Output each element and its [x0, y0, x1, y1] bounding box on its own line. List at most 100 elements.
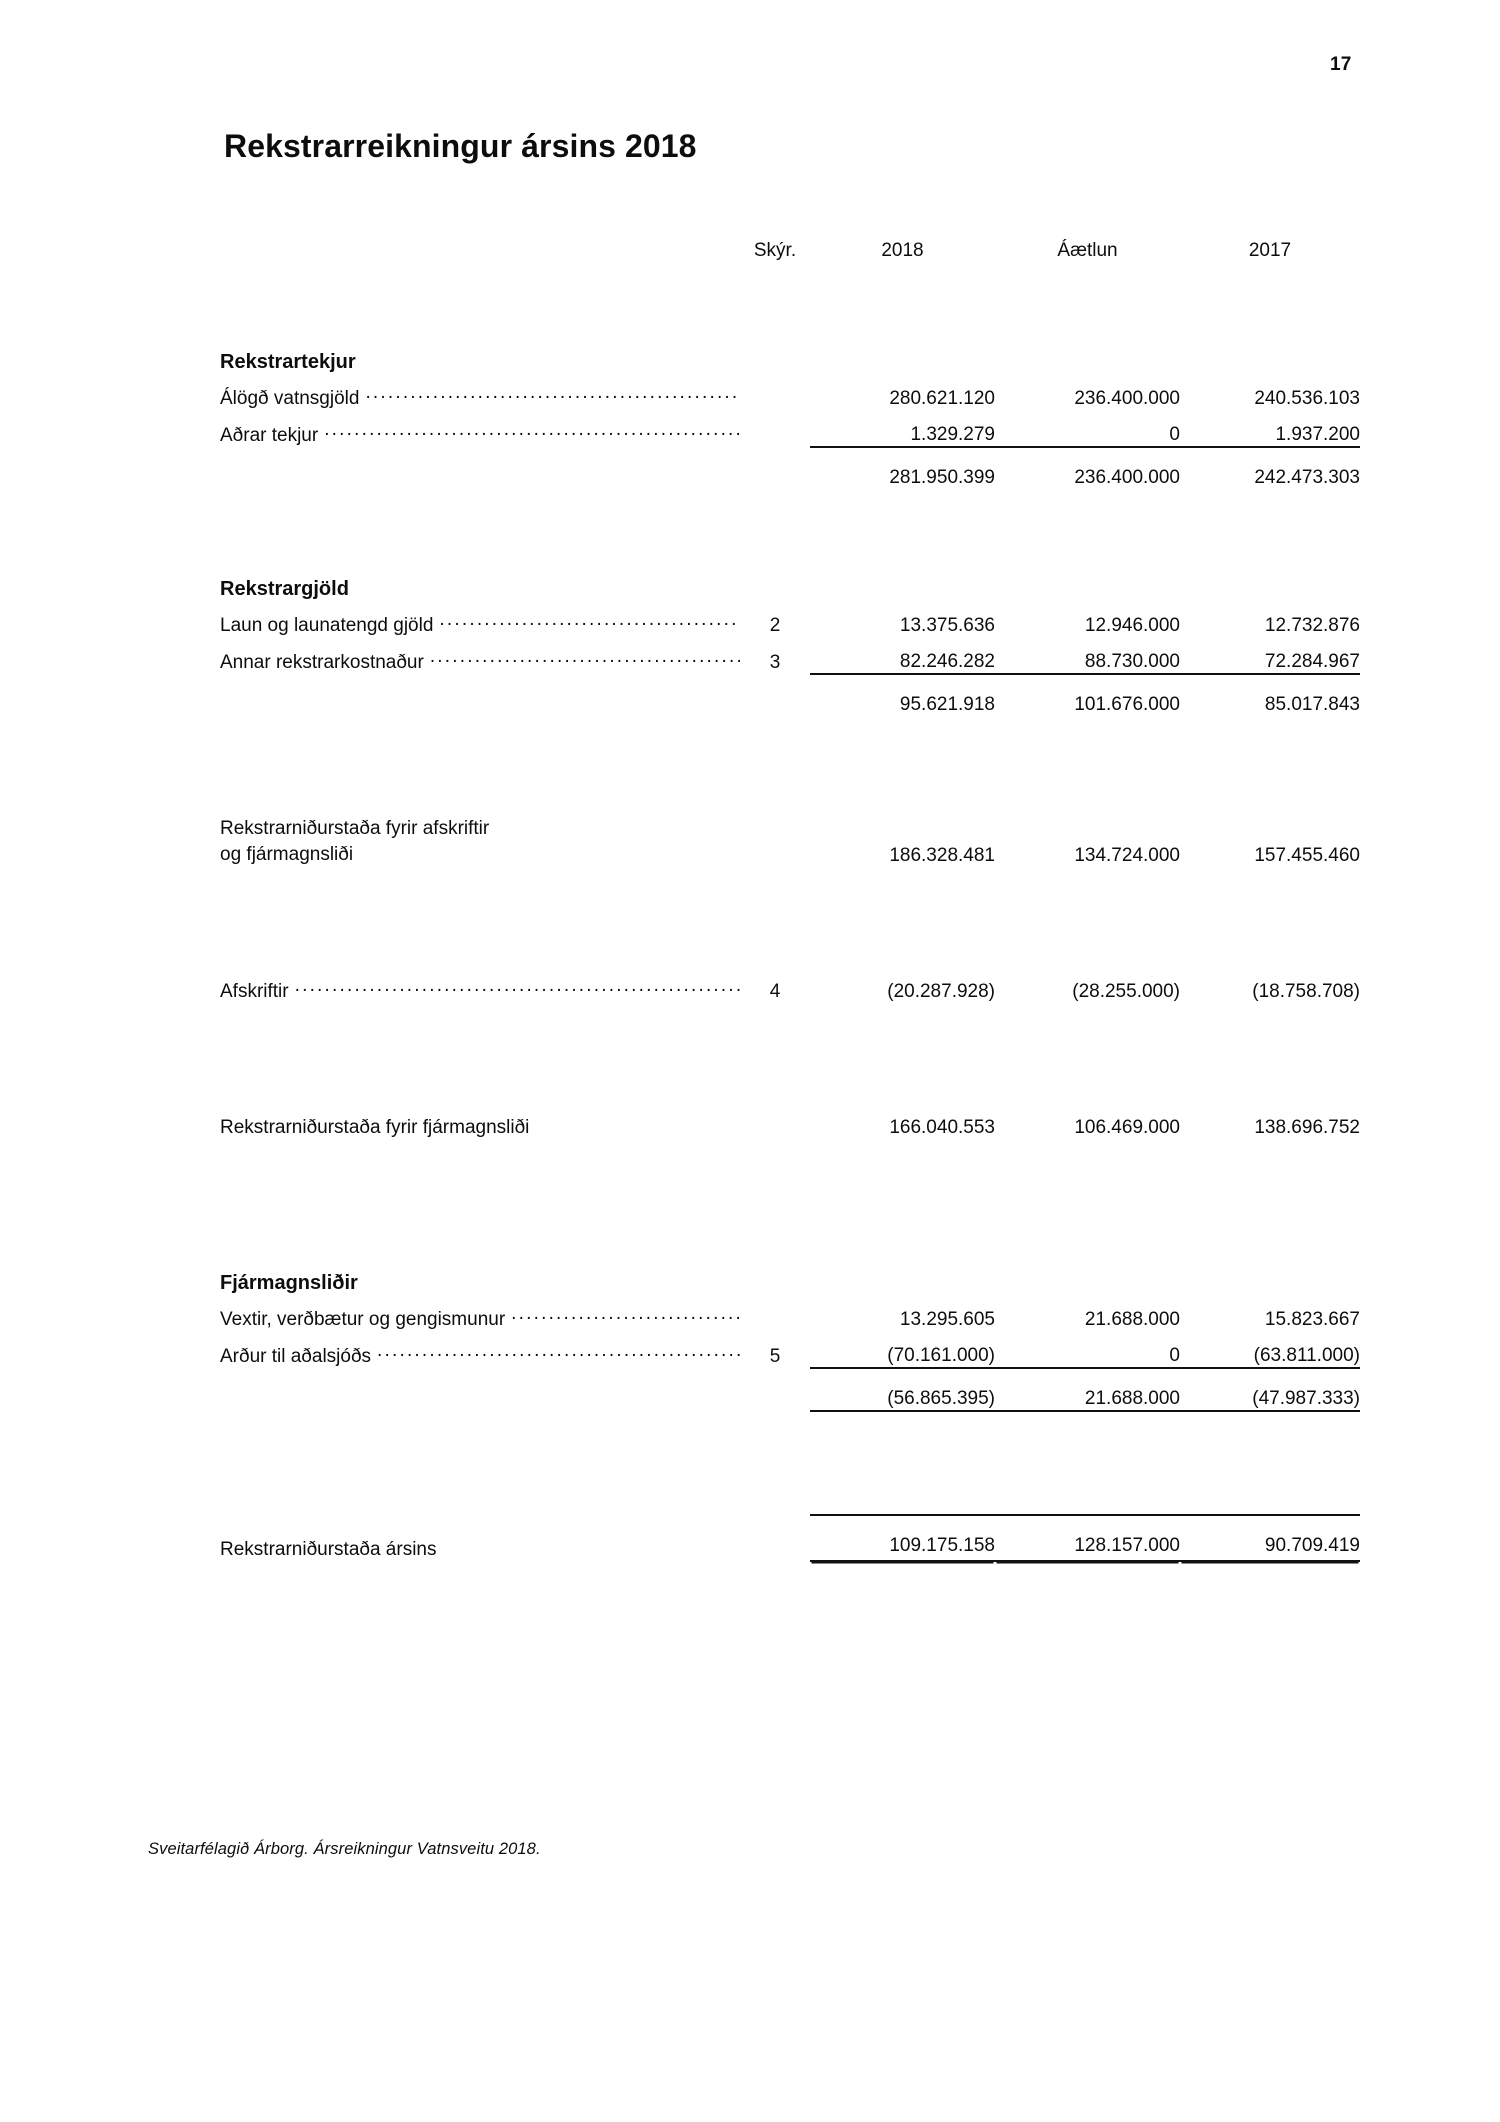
subtotal-value-2018: (56.865.395) — [810, 1367, 995, 1412]
row-value-budget: 0 — [1169, 1345, 1180, 1367]
row-value-budget: 236.400.000 — [1074, 388, 1180, 409]
spacer — [220, 1414, 1360, 1515]
depreciation-row: Afskriftir..............................… — [220, 967, 1360, 1003]
header-col-budget: Áætlun — [1057, 240, 1118, 261]
row-value-budget: 12.946.000 — [1084, 615, 1180, 636]
subtotal-value-2018: 95.621.918 — [810, 673, 995, 716]
net-result-value-2018: 109.175.158 — [810, 1514, 995, 1563]
leader-dots: ........................................… — [429, 646, 740, 667]
spacer — [220, 1139, 1360, 1239]
table-row: Annar rekstrarkostnaður.................… — [220, 637, 1360, 674]
financial-items-bottom-rule — [220, 1410, 1360, 1415]
subtotal-row-financial-items: (56.865.395) 21.688.000 (47.987.333) — [220, 1367, 1360, 1412]
table-row: Vextir, verðbætur og gengismunur........… — [220, 1295, 1360, 1331]
ebit-row: Rekstrarniðurstaða fyrir fjármagnsliði 1… — [220, 1103, 1360, 1139]
ebitda-label-line2: og fjármagnsliði — [220, 843, 354, 865]
leader-dots: ........................................… — [377, 1340, 740, 1362]
row-label: Laun og launatengd gjöld................… — [220, 601, 740, 637]
ebit-label: Rekstrarniðurstaða fyrir fjármagnsliði — [220, 1117, 530, 1139]
row-value-2017: 12.732.876 — [1264, 615, 1360, 636]
section-heading-label: Rekstrargjöld — [220, 578, 349, 600]
depreciation-value-2018: (20.287.928) — [887, 981, 995, 1003]
section-heading-label: Fjármagnsliðir — [220, 1272, 358, 1295]
header-note: Skýr. — [753, 240, 797, 261]
leader-dots: ........................................… — [294, 975, 740, 997]
spacer — [220, 262, 1360, 318]
subtotal-value-2017: 242.473.303 — [1180, 446, 1360, 489]
net-result-row: Rekstrarniðurstaða ársins 109.175.158 12… — [220, 1514, 1360, 1563]
ebit-value-2018: 166.040.553 — [889, 1117, 995, 1139]
spacer — [220, 867, 1360, 967]
subtotal-value-2018: 281.950.399 — [810, 446, 995, 489]
leader-dots: ........................................… — [511, 1303, 740, 1325]
row-note — [740, 410, 810, 447]
subtotal-value-2017: 85.017.843 — [1180, 673, 1360, 716]
page-footer: Sveitarfélagið Árborg. Ársreikningur Vat… — [148, 1840, 541, 1858]
ebitda-row: Rekstrarniðurstaða fyrir afskriftir og f… — [220, 816, 1360, 867]
net-result-value-budget: 128.157.000 — [995, 1514, 1180, 1563]
row-value-2018: (70.161.000) — [887, 1345, 995, 1367]
subtotal-value-budget: 236.400.000 — [995, 446, 1180, 489]
row-label: Arður til aðalsjóðs.....................… — [220, 1331, 740, 1368]
leader-dots: ........................................… — [365, 382, 740, 403]
row-note: 2 — [769, 615, 781, 636]
net-result-value-2017: 90.709.419 — [1180, 1514, 1360, 1563]
table-row: Laun og launatengd gjöld................… — [220, 601, 1360, 637]
subtotal-value-2017: (47.987.333) — [1180, 1367, 1360, 1412]
table-header-row: Skýr. 2018 Áætlun 2017 — [220, 240, 1360, 262]
row-value-2018: 13.375.636 — [899, 615, 995, 636]
ebitda-value-2018: 186.328.481 — [889, 845, 995, 867]
row-note: 5 — [769, 1346, 781, 1368]
ebit-value-budget: 106.469.000 — [1074, 1117, 1180, 1139]
financial-table: Skýr. 2018 Áætlun 2017 Rekstrartekjur Ál… — [220, 240, 1360, 1563]
net-result-label: Rekstrarniðurstaða ársins — [220, 1539, 437, 1561]
page-number: 17 — [1330, 54, 1352, 75]
ebit-value-2017: 138.696.752 — [1254, 1117, 1360, 1139]
row-note — [740, 1295, 810, 1331]
row-note — [740, 374, 810, 410]
table-row: Aðrar tekjur............................… — [220, 410, 1360, 447]
row-value-budget: 21.688.000 — [1084, 1309, 1180, 1331]
row-value-2018: 82.246.282 — [899, 651, 995, 672]
ebitda-value-budget: 134.724.000 — [1074, 845, 1180, 867]
row-value-2018: 1.329.279 — [910, 424, 995, 445]
row-label: Álögð vatnsgjöld........................… — [220, 374, 740, 410]
subtotal-value-budget: 101.676.000 — [995, 673, 1180, 716]
section-heading-revenue: Rekstrartekjur — [220, 318, 1360, 374]
depreciation-value-budget: (28.255.000) — [1072, 981, 1180, 1003]
row-label: Afskriftir..............................… — [220, 967, 740, 1003]
subtotal-row-revenue: 281.950.399 236.400.000 242.473.303 — [220, 446, 1360, 489]
spacer — [220, 1003, 1360, 1103]
leader-dots: ........................................… — [324, 419, 740, 440]
row-value-2017: (63.811.000) — [1253, 1345, 1360, 1367]
spacer — [220, 716, 1360, 816]
row-value-2017: 1.937.200 — [1275, 424, 1360, 445]
leader-dots: ........................................… — [439, 609, 740, 630]
section-heading-label: Rekstrartekjur — [220, 351, 356, 373]
subtotal-value-budget: 21.688.000 — [995, 1367, 1180, 1412]
table-row: Arður til aðalsjóðs.....................… — [220, 1331, 1360, 1368]
ebitda-value-2017: 157.455.460 — [1254, 845, 1360, 867]
depreciation-value-2017: (18.758.708) — [1252, 981, 1360, 1003]
row-label: Annar rekstrarkostnaður.................… — [220, 637, 740, 674]
row-value-budget: 0 — [1169, 424, 1180, 445]
header-blank — [220, 240, 740, 262]
row-note: 3 — [769, 652, 781, 673]
row-value-2018: 280.621.120 — [889, 388, 995, 409]
section-heading-financial-items: Fjármagnsliðir — [220, 1239, 1360, 1295]
table-row: Álögð vatnsgjöld........................… — [220, 374, 1360, 410]
income-statement-table: Skýr. 2018 Áætlun 2017 Rekstrartekjur Ál… — [220, 240, 1360, 1563]
row-value-2017: 240.536.103 — [1254, 388, 1360, 409]
subtotal-row-expenses: 95.621.918 101.676.000 85.017.843 — [220, 673, 1360, 716]
header-col-2017: 2017 — [1248, 240, 1292, 261]
row-value-2017: 15.823.667 — [1264, 1309, 1360, 1331]
row-label: Aðrar tekjur............................… — [220, 410, 740, 447]
row-value-2017: 72.284.967 — [1264, 651, 1360, 672]
row-value-2018: 13.295.605 — [899, 1309, 995, 1331]
row-value-budget: 88.730.000 — [1084, 651, 1180, 672]
ebitda-label: Rekstrarniðurstaða fyrir afskriftir og f… — [220, 816, 740, 867]
header-col-2018: 2018 — [881, 240, 924, 261]
section-heading-expenses: Rekstrargjöld — [220, 545, 1360, 601]
spacer — [220, 489, 1360, 545]
